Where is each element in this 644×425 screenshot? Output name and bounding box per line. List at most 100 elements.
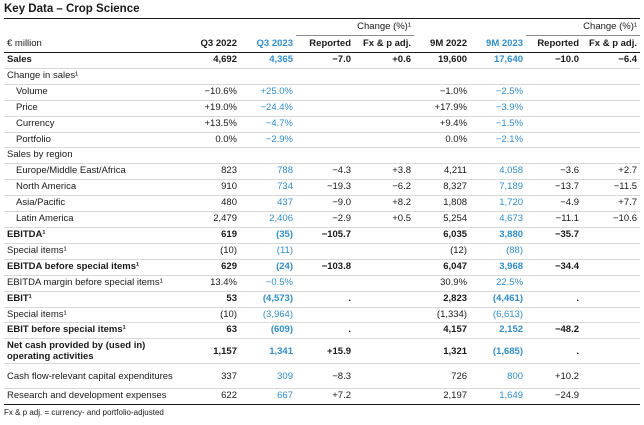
table-row: Research and development expenses 622 667 +… [4,388,641,406]
cell-value: −8.3 [296,363,354,390]
cell-value: 5,254 [414,211,471,228]
cell-value [526,84,583,101]
cell-value: 8,327 [414,179,471,197]
cell-value: (3,964) [240,307,296,324]
cell-value: −10.6% [184,84,240,101]
row-label: Currency [4,116,184,133]
cell-value [582,259,641,276]
cell-value: 622 [184,388,240,406]
col-9m-2022: 9M 2022 [414,35,471,53]
cell-value: −0.5% [240,275,296,292]
cell-value [582,275,641,292]
cell-value: (10) [184,307,240,324]
table-row: EBITDA¹ 619 (35) −105.7 6,035 3,880 −35.7 [4,227,641,244]
table-row: Asia/Pacific 480 437 −9.0 +8.2 1,808 1,720 −4.9… [4,195,641,213]
row-label: Special items¹ [4,243,184,260]
table-row: Sales 4,692 4,365 −7.0 +0.6 19,600 17,640 −10.0… [4,52,641,69]
cell-value: (12) [414,243,471,260]
cell-value: 2,479 [184,211,240,228]
cell-value [582,100,641,117]
table-row: Volume −10.6% +25.0% −1.0% −2.5% [4,84,641,101]
cell-value [526,275,583,292]
cell-value: 4,673 [470,211,527,228]
cell-value [354,291,415,308]
col-q3-2022: Q3 2022 [184,35,240,53]
cell-value [354,227,415,244]
cell-value: 19,600 [414,52,471,69]
table-row: EBITDA margin before special items¹ 13.4%… [4,275,641,292]
cell-value [582,84,641,101]
cell-value [582,388,641,406]
cell-value: (88) [470,243,527,260]
cell-value: +13.5% [184,116,240,133]
cell-value: 53 [184,291,240,308]
row-label: Net cash provided by (used in) operating… [4,338,184,365]
row-label: Sales [4,52,184,69]
cell-value: 3,968 [470,259,527,276]
cell-value: (1,685) [470,338,527,365]
cell-value [526,147,583,165]
cell-value: 4,157 [414,322,471,340]
cell-value: 13.4% [184,275,240,292]
cell-value: −2.9% [240,132,296,149]
cell-value: −2.5% [470,84,527,101]
row-label: Europe/Middle East/Africa [4,163,184,181]
cell-value: −13.7 [526,179,583,197]
cell-value: −10.0 [526,52,583,69]
cell-value: +19.0% [184,100,240,117]
cell-value [582,68,641,85]
cell-value: . [296,291,354,308]
cell-value: 1,157 [184,338,240,365]
cell-value: 30.9% [414,275,471,292]
cell-value: −24.9 [526,388,583,406]
table-row: EBIT¹ 53 (4,573). 2,823 (4,461). [4,291,641,308]
cell-value: (24) [240,259,296,276]
cell-value [354,68,415,85]
cell-value: 63 [184,322,240,340]
cell-value: +8.2 [354,195,415,213]
cell-value [526,68,583,85]
cell-value [526,100,583,117]
cell-value: (6,613) [470,307,527,324]
cell-value [296,116,354,133]
row-label: Price [4,100,184,117]
cell-value: −34.4 [526,259,583,276]
cell-value [354,338,415,365]
cell-value: −2.1% [470,132,527,149]
cell-value: . [526,291,583,308]
row-label: EBIT¹ [4,291,184,308]
cell-value: +15.9 [296,338,354,365]
cell-value [184,68,240,85]
cell-value: 437 [240,195,296,213]
cell-value: −9.0 [296,195,354,213]
cell-value: −6.4 [582,52,641,69]
cell-value: 1,649 [470,388,527,406]
row-label: EBITDA before special items¹ [4,259,184,276]
cell-value: 4,058 [470,163,527,181]
cell-value: −1.5% [470,116,527,133]
cell-value: (11) [240,243,296,260]
cell-value [296,100,354,117]
cell-value [526,116,583,133]
cell-value [414,147,471,165]
footnote: Fx & p adj. = currency- and portfolio-ad… [4,408,164,418]
cell-value: 6,035 [414,227,471,244]
col-q3-reported: Reported [296,35,354,53]
table-title: Key Data – Crop Science [4,0,640,19]
cell-value: 1,341 [240,338,296,365]
col-q3-2023: Q3 2023 [240,35,296,53]
key-data-table-container: Key Data – Crop Science Change (%)¹ Chan… [4,0,641,418]
cell-value: +0.5 [354,211,415,228]
cell-value: +17.9% [414,100,471,117]
cell-value [354,388,415,406]
cell-value: . [526,338,583,365]
cell-value [582,227,641,244]
cell-value: −1.0% [414,84,471,101]
cell-value: 619 [184,227,240,244]
cell-value: 22.5% [470,275,527,292]
row-label: EBITDA margin before special items¹ [4,275,184,292]
cell-value: −4.7% [240,116,296,133]
cell-value [296,243,354,260]
table-row: EBIT before special items¹ 63 (609). 4,157 2… [4,322,641,340]
cell-value: +0.6 [354,52,415,69]
